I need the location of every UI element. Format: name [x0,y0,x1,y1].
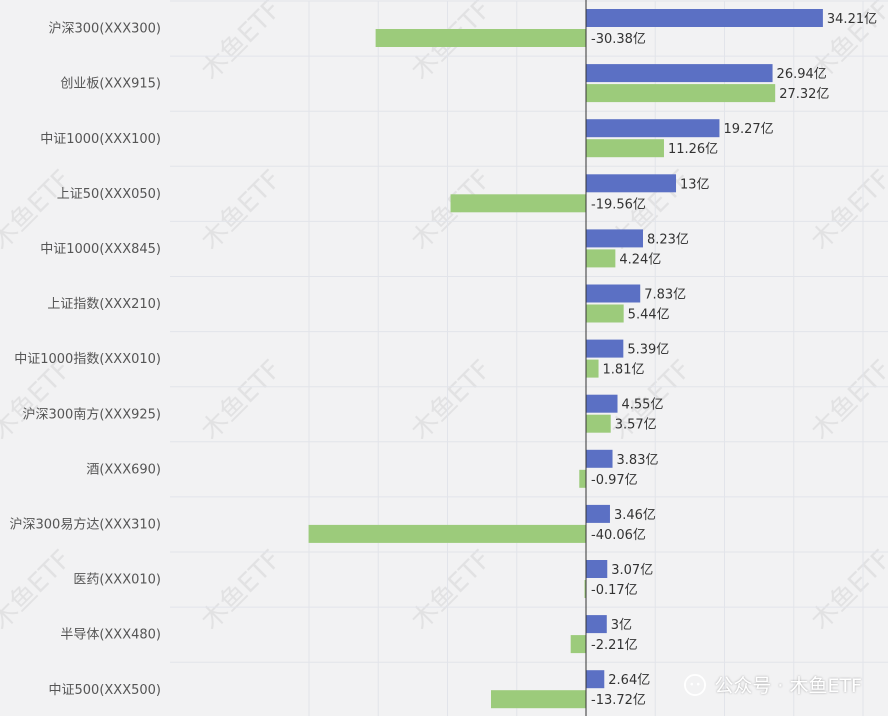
credit-badge: 公众号 · 木鱼ETF [684,671,862,698]
bar-series-1 [586,9,823,27]
data-label-series-2: -0.97亿 [591,473,638,488]
data-label-series-1: 13亿 [680,177,710,192]
data-label-series-2: -40.06亿 [591,528,646,543]
bar-series-1 [586,64,773,83]
category-label: 沪深300南方(XXX925) [23,406,162,422]
credit-text: 公众号 · 木鱼ETF [714,675,862,697]
category-label: 中证500(XXX500) [49,683,162,698]
bar-series-1 [586,229,643,248]
data-label-series-1: 19.27亿 [723,122,773,137]
data-label-series-1: 3.46亿 [614,508,656,523]
data-label-series-1: 5.39亿 [627,343,669,358]
data-label-series-2: -19.56亿 [591,197,646,212]
data-label-series-2: 27.32亿 [779,87,829,102]
bar-series-1 [586,119,720,138]
data-label-series-2: -13.72亿 [591,693,646,708]
data-label-series-1: 3亿 [611,618,632,633]
bar-series-2 [308,524,586,543]
category-label: 上证50(XXX050) [57,187,161,202]
bar-series-2 [586,414,611,433]
data-label-series-1: 4.55亿 [622,398,664,413]
bar-series-1 [586,560,608,578]
bar-series-2 [375,29,586,47]
data-label-series-1: 26.94亿 [777,67,827,82]
bar-series-1 [586,339,624,358]
bar-series-1 [586,394,618,413]
data-label-series-2: 11.26亿 [668,142,718,157]
category-label: 中证1000指数(XXX010) [14,352,161,367]
category-label: 沪深300易方达(XXX310) [10,516,162,532]
category-label: 沪深300(XXX300) [49,21,162,37]
bar-series-2 [586,84,776,103]
category-label: 上证指数(XXX210) [47,297,161,312]
data-label-series-1: 8.23亿 [647,232,689,247]
data-label-series-2: -0.17亿 [591,583,638,598]
data-label-series-2: 5.44亿 [628,308,670,323]
data-label-series-2: 3.57亿 [615,418,657,433]
data-label-series-2: -30.38亿 [591,32,646,47]
data-label-series-1: 7.83亿 [644,288,686,303]
bar-series-1 [586,174,677,193]
bar-series-2 [579,469,586,488]
bar-series-1 [586,504,610,523]
data-label-series-1: 3.07亿 [611,563,653,578]
category-label: 医药(XXX010) [73,573,161,588]
bar-series-2 [570,635,586,654]
bar-series-1 [586,284,641,303]
category-label: 创业板(XXX915) [60,77,161,92]
bar-series-1 [586,449,613,468]
category-label: 中证1000(XXX845) [40,242,161,257]
bar-series-2 [584,580,586,598]
data-label-series-1: 34.21亿 [827,12,877,27]
bar-series-2 [586,139,664,158]
bar-series-2 [490,690,586,709]
bar-series-1 [586,615,607,634]
bar-series-2 [586,359,599,378]
category-label: 中证1000(XXX100) [40,132,161,147]
wechat-icon [684,673,707,696]
bar-series-1 [586,670,605,689]
category-label: 酒(XXX690) [86,462,161,477]
data-label-series-2: 1.81亿 [603,363,645,378]
bar-series-2 [586,304,624,323]
bar-series-2 [586,249,616,268]
bar-series-2 [450,194,586,213]
category-label: 半导体(XXX480) [60,628,161,643]
data-label-series-1: 3.83亿 [617,453,659,468]
data-label-series-2: 4.24亿 [619,252,661,267]
data-label-series-2: -2.21亿 [591,638,638,653]
data-label-series-1: 2.64亿 [608,673,650,688]
